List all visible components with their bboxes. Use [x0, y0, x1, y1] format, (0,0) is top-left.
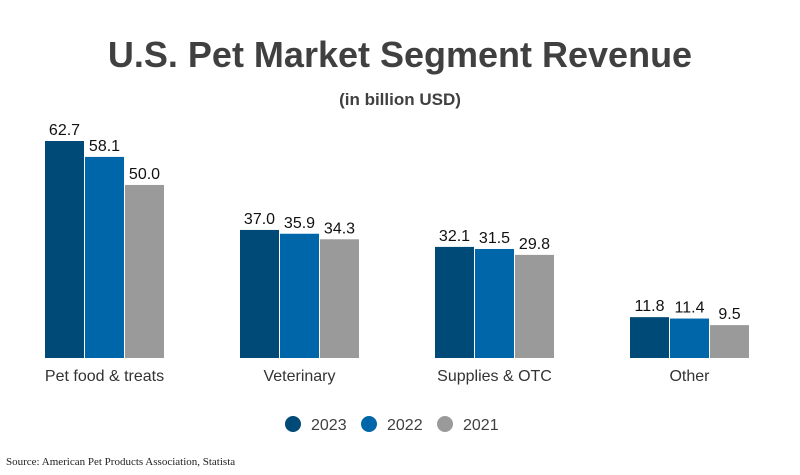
data-label: 35.9 — [284, 215, 315, 232]
bar-2023 — [630, 317, 669, 358]
data-label: 29.8 — [519, 236, 550, 253]
bar-2022 — [670, 318, 709, 358]
data-label: 34.3 — [324, 220, 355, 237]
bar-2021 — [710, 325, 749, 358]
x-tick-label: Pet food & treats — [45, 368, 164, 385]
x-tick-label: Other — [669, 368, 710, 385]
data-label: 11.4 — [675, 300, 705, 317]
legend-marker-2022 — [361, 416, 377, 432]
bar-2023 — [45, 141, 84, 358]
data-label: 11.8 — [635, 298, 665, 315]
x-tick-label: Supplies & OTC — [437, 368, 552, 385]
legend-label: 2022 — [387, 417, 423, 434]
data-label: 62.7 — [49, 122, 80, 139]
data-label: 58.1 — [89, 138, 120, 155]
data-label: 31.5 — [479, 230, 510, 247]
data-label: 9.5 — [718, 306, 740, 323]
legend-label: 2023 — [311, 417, 347, 434]
bar-2021 — [515, 254, 554, 358]
bar-2022 — [475, 248, 514, 358]
bar-2022 — [85, 156, 124, 358]
chart-subtitle: (in billion USD) — [339, 90, 461, 109]
bar-2023 — [435, 246, 474, 358]
legend-marker-2023 — [285, 416, 301, 432]
legend-marker-2021 — [437, 416, 453, 432]
bar-2021 — [320, 239, 359, 358]
chart-title: U.S. Pet Market Segment Revenue — [107, 34, 693, 75]
bar-2022 — [280, 233, 319, 358]
bar-2021 — [125, 184, 164, 358]
data-label: 50.0 — [129, 166, 160, 183]
data-label: 37.0 — [244, 211, 275, 228]
x-tick-label: Veterinary — [263, 368, 335, 385]
source-note: Source: American Pet Products Associatio… — [6, 456, 236, 468]
bar-2023 — [240, 229, 279, 358]
legend-label: 2021 — [463, 417, 499, 434]
data-label: 32.1 — [439, 228, 470, 245]
